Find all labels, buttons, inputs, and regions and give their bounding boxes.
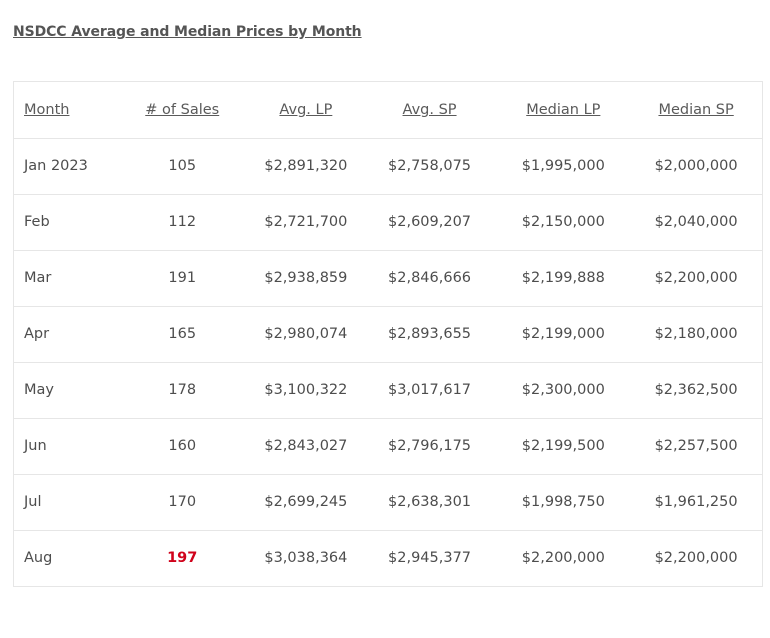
cell-month: Mar — [14, 250, 116, 307]
cell-median-sp: $2,040,000 — [630, 194, 762, 251]
cell-sales: 112 — [115, 194, 250, 251]
column-header-median-sp[interactable]: Median SP — [630, 82, 762, 139]
cell-avg-lp: $2,721,700 — [249, 194, 363, 251]
table-row: Jan 2023 105 $2,891,320 $2,758,075 $1,995,00… — [14, 138, 762, 195]
cell-month: Jul — [14, 474, 116, 531]
cell-sales: 165 — [115, 306, 250, 363]
cell-avg-sp: $2,846,666 — [362, 250, 497, 307]
cell-sales: 170 — [115, 474, 250, 531]
cell-median-lp: $2,150,000 — [496, 194, 631, 251]
cell-sales: 105 — [115, 138, 250, 195]
cell-month: Jun — [14, 418, 116, 475]
cell-median-lp: $2,199,000 — [496, 306, 631, 363]
cell-avg-sp: $2,945,377 — [388, 550, 472, 567]
cell-median-sp: $1,961,250 — [630, 474, 762, 531]
cell-month: Apr — [14, 306, 116, 363]
table-row: May 178 $3,100,322 $3,017,617 $2,300,000 $2,3… — [14, 362, 762, 419]
column-header-sales[interactable]: # of Sales — [115, 82, 250, 139]
table-row: Aug 197 $3,038,364 $2,945,377 $2,200,000 $2,2… — [14, 530, 762, 586]
cell-avg-sp: $3,017,617 — [362, 362, 497, 419]
cell-median-lp: $1,995,000 — [496, 138, 631, 195]
column-header-avg-sp[interactable]: Avg. SP — [362, 82, 497, 139]
table-row: Jun 160 $2,843,027 $2,796,175 $2,199,500 $2,2… — [14, 418, 762, 475]
cell-median-lp: $2,300,000 — [496, 362, 631, 419]
cell-month: Feb — [14, 194, 116, 251]
cell-avg-lp: $2,843,027 — [249, 418, 363, 475]
table-body: Jan 2023 105 $2,891,320 $2,758,075 $1,995,00… — [14, 138, 762, 586]
cell-avg-lp: $2,699,245 — [249, 474, 363, 531]
cell-avg-lp: $2,891,320 — [249, 138, 363, 195]
cell-avg-sp: $2,609,207 — [362, 194, 497, 251]
cell-median-sp: $2,200,000 — [630, 250, 762, 307]
cell-median-sp: $2,257,500 — [630, 418, 762, 475]
column-header-median-lp[interactable]: Median LP — [496, 82, 631, 139]
cell-month: Aug — [24, 550, 53, 567]
cell-sales: 160 — [115, 418, 250, 475]
cell-avg-sp: $2,893,655 — [362, 306, 497, 363]
cell-month: May — [14, 362, 116, 419]
cell-median-lp: $2,199,500 — [496, 418, 631, 475]
cell-avg-lp: $3,038,364 — [264, 550, 348, 567]
table-header-row: Month # of Sales Avg. LP Avg. SP Median … — [14, 82, 762, 139]
prices-table-container: Month # of Sales Avg. LP Avg. SP Median … — [13, 81, 763, 587]
cell-sales: 178 — [115, 362, 250, 419]
column-header-month[interactable]: Month — [14, 82, 116, 139]
cell-avg-lp: $2,938,859 — [249, 250, 363, 307]
cell-sales: 197 — [167, 550, 198, 567]
column-header-avg-lp[interactable]: Avg. LP — [249, 82, 363, 139]
cell-month: Jan 2023 — [14, 138, 116, 195]
cell-median-lp: $1,998,750 — [496, 474, 631, 531]
cell-median-lp: $2,200,000 — [521, 550, 605, 567]
cell-median-sp: $2,000,000 — [630, 138, 762, 195]
cell-avg-lp: $2,980,074 — [249, 306, 363, 363]
table-row: Jul 170 $2,699,245 $2,638,301 $1,998,750 $1,9… — [14, 474, 762, 531]
cell-avg-lp: $3,100,322 — [249, 362, 363, 419]
table-row: Mar 191 $2,938,859 $2,846,666 $2,199,888 $2,2… — [14, 250, 762, 307]
table-row: Apr 165 $2,980,074 $2,893,655 $2,199,000 $2,1… — [14, 306, 762, 363]
cell-sales: 191 — [115, 250, 250, 307]
cell-median-sp: $2,362,500 — [630, 362, 762, 419]
cell-median-sp: $2,180,000 — [630, 306, 762, 363]
table-row: Feb 112 $2,721,700 $2,609,207 $2,150,000 $2,0… — [14, 194, 762, 251]
cell-median-lp: $2,199,888 — [496, 250, 631, 307]
page-title: NSDCC Average and Median Prices by Month — [13, 24, 362, 40]
cell-avg-sp: $2,796,175 — [362, 418, 497, 475]
cell-median-sp: $2,200,000 — [654, 550, 738, 567]
prices-table: Month # of Sales Avg. LP Avg. SP Median … — [14, 82, 762, 586]
cell-avg-sp: $2,758,075 — [362, 138, 497, 195]
cell-avg-sp: $2,638,301 — [362, 474, 497, 531]
